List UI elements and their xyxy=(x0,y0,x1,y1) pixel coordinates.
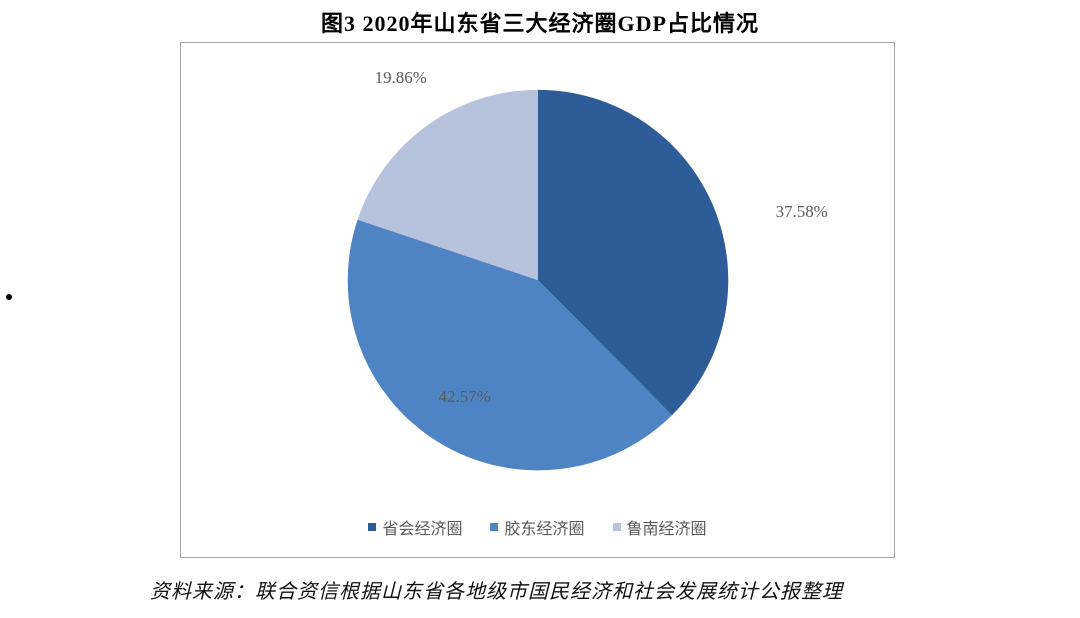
list-bullet xyxy=(6,294,12,300)
pie-chart: 37.58% 42.57% 19.86% xyxy=(181,43,894,557)
pie-slice-label-2: 19.86% xyxy=(375,68,427,87)
legend-label-1: 胶东经济圈 xyxy=(504,515,584,539)
legend-marker-2 xyxy=(613,523,621,531)
source-text: 资料来源：联合资信根据山东省各地级市国民经济和社会发展统计公报整理 xyxy=(150,575,1000,604)
chart-legend: 省会经济圈 胶东经济圈 鲁南经济圈 xyxy=(181,515,894,539)
chart-area: 37.58% 42.57% 19.86% 省会经济圈 胶东经济圈 鲁南经济圈 xyxy=(180,42,895,558)
legend-marker-0 xyxy=(368,523,376,531)
legend-item-1: 胶东经济圈 xyxy=(490,515,584,539)
pie-slice-label-1: 42.57% xyxy=(439,387,491,406)
legend-marker-1 xyxy=(490,523,498,531)
legend-label-2: 鲁南经济圈 xyxy=(627,515,707,539)
chart-title: 图3 2020年山东省三大经济圈GDP占比情况 xyxy=(0,6,1080,38)
legend-item-0: 省会经济圈 xyxy=(368,515,462,539)
legend-label-0: 省会经济圈 xyxy=(382,515,462,539)
pie-slice-label-0: 37.58% xyxy=(776,202,828,221)
legend-item-2: 鲁南经济圈 xyxy=(613,515,707,539)
